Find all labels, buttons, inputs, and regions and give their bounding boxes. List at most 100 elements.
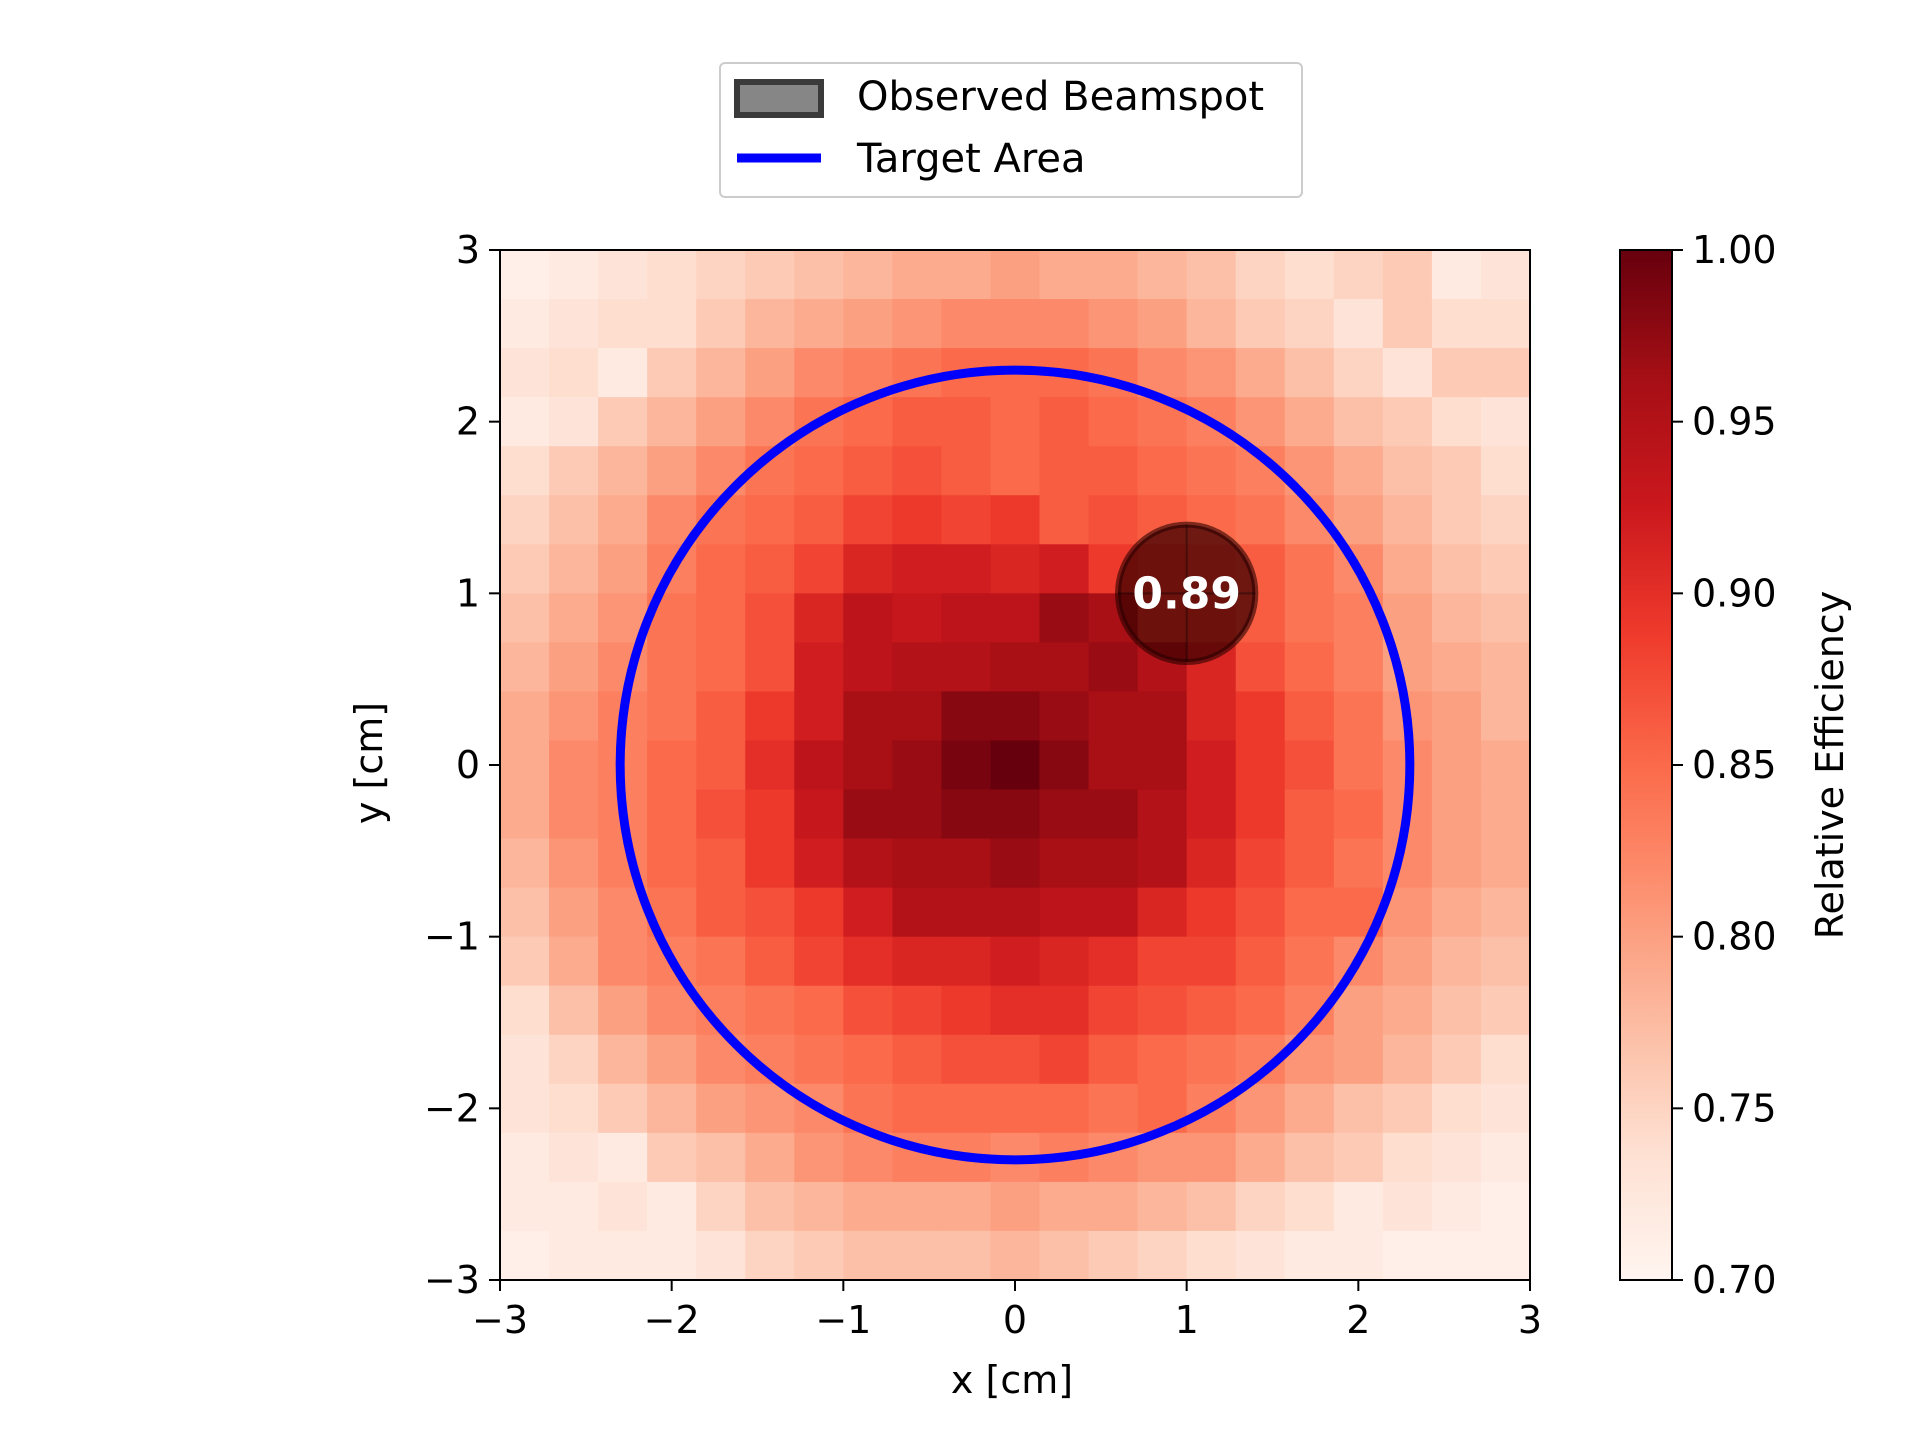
heatmap-cell (1186, 838, 1237, 889)
heatmap-cell (1382, 1034, 1433, 1085)
heatmap-cell (941, 642, 992, 693)
heatmap-cell (1284, 642, 1335, 693)
heatmap-cell (1186, 299, 1237, 349)
legend-frame (719, 62, 1303, 198)
heatmap-cell (794, 544, 844, 594)
heatmap-cell (1039, 544, 1090, 594)
x-axis-label: x [cm] (951, 1358, 1073, 1402)
heatmap-cell (1088, 1034, 1139, 1085)
heatmap-cell (1235, 250, 1286, 300)
heatmap-cell (696, 544, 746, 594)
heatmap-cell (794, 691, 844, 742)
heatmap-cell (1480, 740, 1531, 791)
heatmap-cell (1431, 299, 1482, 349)
heatmap-cell (500, 397, 550, 447)
colorbar-tick-label: 0.80 (1692, 915, 1777, 959)
heatmap-cell (549, 1083, 599, 1134)
colorbar-gradient (1619, 249, 1673, 1281)
heatmap-cell (696, 887, 746, 938)
heatmap-cell (941, 789, 992, 840)
heatmap-cell (549, 740, 599, 791)
heatmap-cell (1431, 985, 1482, 1036)
heatmap-cell (549, 299, 599, 349)
heatmap-cell (892, 642, 943, 693)
heatmap-cell (549, 642, 599, 693)
heatmap-cell (941, 985, 992, 1036)
heatmap-cell (549, 789, 599, 840)
heatmap-cell (500, 642, 550, 693)
heatmap-cell (990, 789, 1041, 840)
heatmap-cell (794, 593, 844, 643)
heatmap-cell (794, 789, 844, 840)
heatmap-cell (1382, 1132, 1433, 1183)
heatmap-cell (1186, 1132, 1237, 1183)
heatmap-cell (745, 1230, 795, 1281)
y-tick-label: 2 (456, 400, 480, 444)
heatmap-cell (1088, 691, 1139, 742)
heatmap-cell (1480, 1132, 1531, 1183)
heatmap-cell (990, 691, 1041, 742)
colorbar: 0.70 0.75 0.80 0.85 0.90 0.95 1.00 Relative Ef… (1619, 228, 1852, 1302)
heatmap-cell (696, 936, 746, 987)
heatmap-cell (941, 740, 992, 791)
heatmap-cell (1431, 250, 1482, 300)
heatmap-cell (941, 887, 992, 938)
heatmap-cell (1186, 348, 1237, 398)
heatmap-cell (647, 1083, 697, 1134)
colorbar-tick-label: 1.00 (1692, 228, 1777, 272)
heatmap-cell (549, 544, 599, 594)
heatmap-cell (990, 1083, 1041, 1134)
heatmap-cell (1235, 789, 1286, 840)
heatmap-cell (1431, 838, 1482, 889)
heatmap-cell (1480, 789, 1531, 840)
heatmap-cell (892, 1230, 943, 1281)
heatmap-cell (1088, 397, 1139, 447)
heatmap-cell (843, 299, 893, 349)
heatmap-cell (549, 985, 599, 1036)
heatmap-cell (1480, 446, 1531, 496)
heatmap-cell (1382, 936, 1433, 987)
heatmap-cell (892, 544, 943, 594)
colorbar-tick-label: 0.90 (1692, 571, 1777, 615)
heatmap-cell (941, 838, 992, 889)
heatmap-cell (1186, 446, 1237, 496)
legend-target-area-label: Target Area (856, 136, 1086, 182)
heatmap-cell (1235, 691, 1286, 742)
heatmap-cell (990, 642, 1041, 693)
heatmap-cell (1039, 887, 1090, 938)
heatmap-cell (696, 1132, 746, 1183)
heatmap-cell (892, 691, 943, 742)
heatmap-cell (1431, 1034, 1482, 1085)
heatmap-cell (941, 544, 992, 594)
heatmap-cell (1186, 887, 1237, 938)
heatmap-cell (1186, 985, 1237, 1036)
heatmap-cell (745, 299, 795, 349)
heatmap-cell (1186, 936, 1237, 987)
heatmap-cell (500, 593, 550, 643)
heatmap-cell (990, 936, 1041, 987)
heatmap-cell (843, 250, 893, 300)
heatmap-cell (647, 446, 697, 496)
heatmap-cell (892, 495, 943, 545)
y-tick-label: 0 (456, 743, 480, 787)
heatmap-cell (696, 740, 746, 791)
heatmap-cell (598, 936, 648, 987)
heatmap-cell (1088, 1230, 1139, 1281)
heatmap-cell (1480, 936, 1531, 987)
heatmap-cell (549, 1230, 599, 1281)
heatmap-cell (745, 887, 795, 938)
heatmap-cell (696, 642, 746, 693)
heatmap-cell (892, 397, 943, 447)
heatmap-cell (1088, 789, 1139, 840)
heatmap-cell (647, 740, 697, 791)
heatmap-cell (1333, 1181, 1384, 1232)
heatmap-cell (990, 544, 1041, 594)
heatmap-cell (794, 495, 844, 545)
heatmap-cell (500, 250, 550, 300)
x-axis-ticks: −3 −2 −1 0 1 2 3 (472, 1280, 1542, 1342)
heatmap-cell (1039, 299, 1090, 349)
heatmap-cell (1088, 250, 1139, 300)
heatmap-cell (1480, 1181, 1531, 1232)
heatmap-cell (1284, 789, 1335, 840)
heatmap-cell (1284, 593, 1335, 643)
